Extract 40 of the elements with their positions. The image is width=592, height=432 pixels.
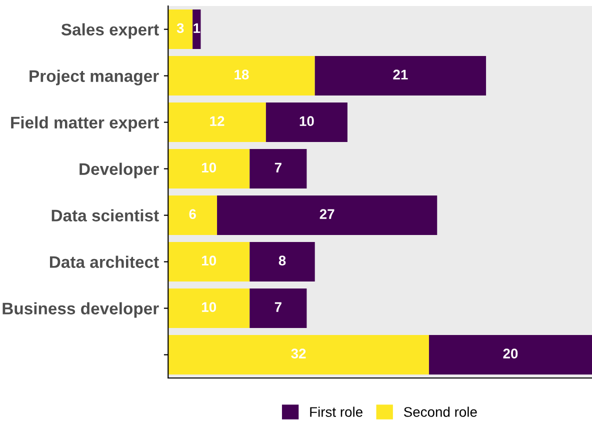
y-tick-label: Developer [80, 162, 159, 178]
bar [168, 288, 250, 328]
data-label: 8 [278, 256, 286, 266]
y-tick-label: Project manager [30, 70, 159, 86]
data-label: 10 [300, 116, 314, 126]
data-label: 21 [393, 70, 408, 80]
bar [250, 149, 307, 189]
data-label: 12 [210, 116, 224, 126]
legend-label: First role [310, 406, 362, 417]
y-tick-label: Field matter expert [11, 116, 159, 132]
bar [168, 10, 193, 50]
bar [168, 149, 250, 189]
data-label: 7 [274, 302, 282, 312]
bar [314, 56, 486, 96]
y-tick-label: Business developer [2, 302, 159, 318]
bar [217, 196, 438, 236]
data-label: 10 [202, 302, 216, 312]
bar [266, 102, 348, 142]
bar [428, 334, 592, 375]
y-tick-label: Data scientist [52, 209, 159, 222]
data-label: 7 [274, 162, 282, 172]
bar [168, 196, 218, 236]
data-label: 10 [202, 256, 216, 266]
bar [168, 56, 315, 96]
bar [168, 334, 429, 375]
legend-label: Second role [404, 406, 477, 417]
data-label: 18 [234, 70, 249, 80]
y-tick-label: Sales expert [61, 23, 159, 39]
bar [250, 288, 307, 328]
data-label: 1 [194, 23, 200, 33]
data-label: 20 [503, 348, 518, 358]
data-label: 27 [320, 209, 334, 219]
data-label: 3 [176, 23, 184, 34]
bar [168, 102, 266, 142]
bar [168, 242, 250, 282]
bar [250, 242, 315, 282]
data-label: 32 [291, 348, 306, 358]
y-tick-label: Data architect [50, 256, 159, 268]
data-label: 6 [189, 209, 196, 219]
data-label: 10 [202, 162, 216, 173]
